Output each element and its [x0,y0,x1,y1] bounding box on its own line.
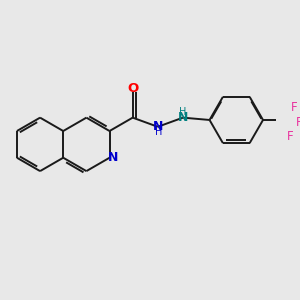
Text: O: O [127,82,138,95]
Text: F: F [296,116,300,129]
Text: F: F [291,101,298,114]
Text: F: F [287,130,294,143]
Text: N: N [108,151,118,164]
Text: H: H [155,127,162,137]
Text: N: N [178,112,188,124]
Text: N: N [153,120,164,133]
Text: H: H [179,107,186,117]
